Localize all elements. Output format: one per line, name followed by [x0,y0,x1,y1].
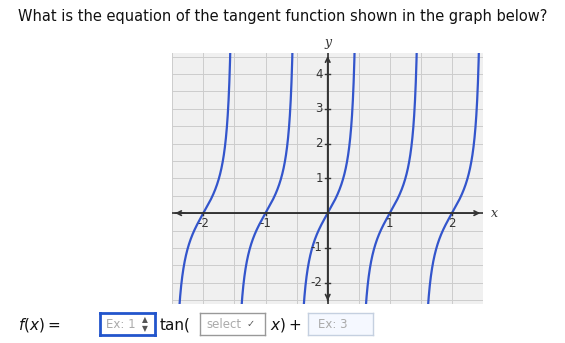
Text: tan(: tan( [160,318,191,332]
Text: -2: -2 [311,276,323,289]
Text: 2: 2 [315,137,323,150]
Text: 1: 1 [386,217,394,230]
Text: 2: 2 [448,217,456,230]
Text: Ex: 1: Ex: 1 [106,318,135,331]
Text: 3: 3 [315,102,323,115]
Text: 4: 4 [315,68,323,81]
Text: ▼: ▼ [142,324,148,333]
Text: select: select [206,318,242,331]
Text: $x)+$: $x)+$ [270,316,302,334]
Text: Ex: 3: Ex: 3 [318,318,347,331]
Text: y: y [324,36,331,49]
Text: -1: -1 [259,217,272,230]
Text: ▲: ▲ [142,315,148,324]
Text: ✓: ✓ [247,319,255,329]
Text: -1: -1 [311,241,323,255]
Text: x: x [490,206,498,220]
Text: -2: -2 [197,217,210,230]
Text: $f(x) =$: $f(x) =$ [18,316,60,334]
Text: 1: 1 [315,172,323,185]
Text: What is the equation of the tangent function shown in the graph below?: What is the equation of the tangent func… [18,9,547,24]
